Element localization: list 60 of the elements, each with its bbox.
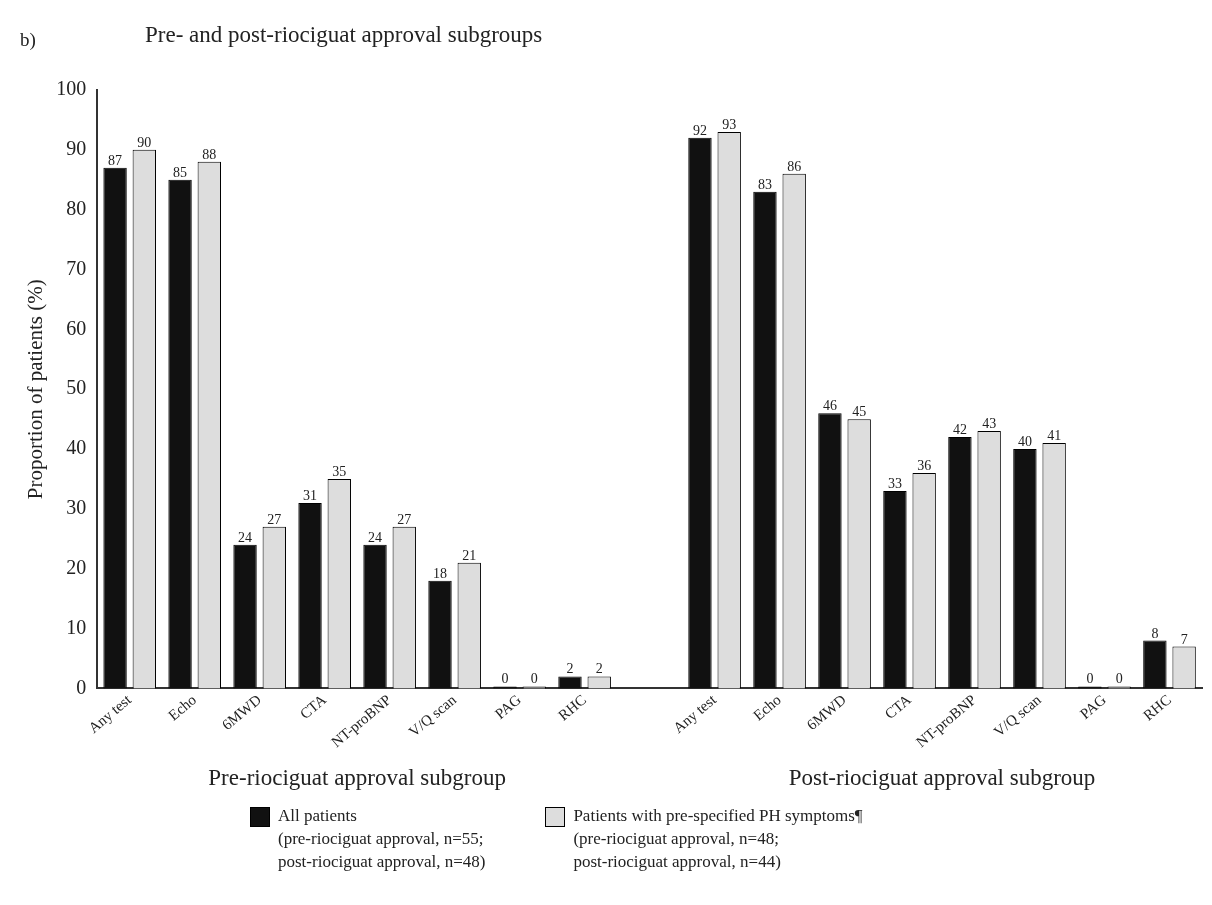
data-label: 85 <box>173 164 188 180</box>
y-tick-label: 30 <box>66 496 87 519</box>
data-label: 7 <box>1180 631 1188 647</box>
x-tick-label: V/Q scan <box>990 691 1045 740</box>
data-label: 31 <box>303 487 318 503</box>
y-tick-label: 50 <box>66 376 87 399</box>
y-tick-label: 0 <box>76 675 87 698</box>
x-tick-label: PAG <box>491 691 525 723</box>
data-label: 87 <box>108 152 123 168</box>
data-label: 35 <box>332 463 347 479</box>
data-label: 40 <box>1017 434 1032 450</box>
data-label: 43 <box>982 416 997 432</box>
legend-label: Patients with pre-specified PH symptoms¶ (pre-riociguat approval, n=48; post-riociguat approval, n=44) <box>573 805 863 873</box>
y-tick-label: 10 <box>66 615 87 638</box>
data-label: 45 <box>852 404 867 420</box>
x-tick-label: Any test <box>85 690 135 737</box>
data-label: 0 <box>530 671 538 687</box>
data-label: 2 <box>595 661 603 677</box>
data-label: 41 <box>1047 428 1062 444</box>
data-label: 21 <box>462 547 477 563</box>
y-tick-label: 100 <box>56 77 87 100</box>
y-axis-title: Proportion of patients (%) <box>23 279 48 500</box>
data-label: 0 <box>1086 671 1094 687</box>
data-label: 27 <box>397 511 412 527</box>
data-label: 92 <box>692 122 707 138</box>
x-tick-label: Echo <box>750 691 785 724</box>
y-tick-label: 60 <box>66 316 87 339</box>
data-label: 24 <box>238 529 253 545</box>
y-tick-label: 70 <box>66 256 87 279</box>
x-tick-label: V/Q scan <box>405 691 460 740</box>
data-label: 18 <box>433 565 448 581</box>
x-tick-label: PAG <box>1076 691 1110 723</box>
data-label: 33 <box>887 475 902 491</box>
y-tick-label: 40 <box>66 436 87 459</box>
chart-title: Pre- and post-riociguat approval subgroups <box>145 22 543 47</box>
text: Post-riociguat approval subgroup <box>788 765 1096 790</box>
y-tick-label: 80 <box>66 196 87 219</box>
y-tick-label: 90 <box>66 137 87 160</box>
x-tick-label: Echo <box>165 691 200 724</box>
data-label: 8 <box>1151 625 1159 641</box>
data-label: 0 <box>501 671 509 687</box>
data-label: 36 <box>917 457 932 473</box>
data-label: 24 <box>368 529 383 545</box>
data-label: 2 <box>566 661 574 677</box>
data-label: 88 <box>202 146 217 162</box>
data-label: 46 <box>822 398 837 414</box>
y-tick-label: 20 <box>66 555 87 578</box>
data-label: 42 <box>952 422 967 438</box>
text: b) <box>20 29 36 51</box>
data-label: 86 <box>787 158 802 174</box>
legend-label: All patients (pre-riociguat approval, n=55; post-riociguat approval, n=48) <box>278 805 486 873</box>
text: Pre-riociguat approval subgroup <box>208 765 506 790</box>
x-tick-label: CTA <box>881 691 915 723</box>
data-label: 93 <box>722 116 737 132</box>
x-tick-label: Any test <box>670 690 720 737</box>
data-label: 83 <box>757 176 772 192</box>
data-label: 27 <box>267 511 282 527</box>
data-label: 90 <box>137 134 152 150</box>
data-label: 0 <box>1115 671 1123 687</box>
x-tick-label: CTA <box>296 691 330 723</box>
